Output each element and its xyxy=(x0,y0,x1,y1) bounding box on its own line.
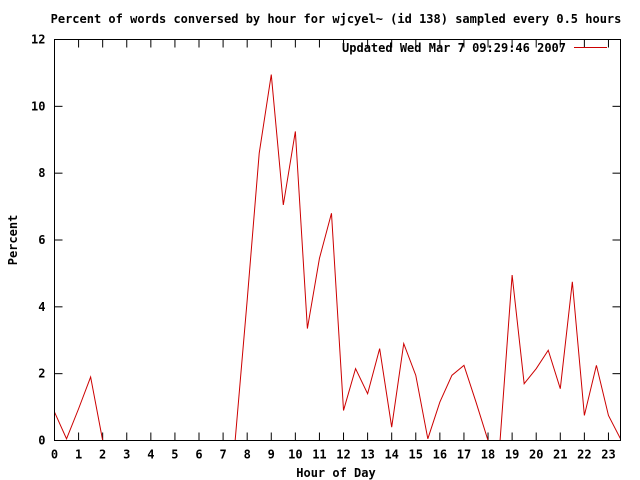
x-tick-label-6: 6 xyxy=(195,448,202,462)
y-axis-ticks: 0 2 4 6 8 10 12 xyxy=(31,33,621,448)
x-tick-label-5: 5 xyxy=(171,448,178,462)
x-tick-label-18: 18 xyxy=(481,448,495,462)
legend: Updated Wed Mar 7 09:29:46 2007 xyxy=(342,41,607,55)
y-tick-label-2: 4 xyxy=(38,300,45,314)
x-tick-label-13: 13 xyxy=(360,448,374,462)
x-tick-label-11: 11 xyxy=(312,448,326,462)
x-tick-label-23: 23 xyxy=(601,448,615,462)
x-tick-label-10: 10 xyxy=(288,448,302,462)
x-tick-label-4: 4 xyxy=(147,448,154,462)
y-axis-label: Percent xyxy=(6,215,20,266)
x-tick-label-2: 2 xyxy=(99,448,106,462)
x-tick-label-22: 22 xyxy=(577,448,591,462)
chart-title: Percent of words conversed by hour for w… xyxy=(51,12,622,26)
x-tick-label-1: 1 xyxy=(75,448,82,462)
y-tick-label-6: 12 xyxy=(31,33,45,47)
plot-frame xyxy=(54,39,621,441)
x-tick-label-14: 14 xyxy=(384,448,398,462)
series-line-0 xyxy=(54,74,621,441)
legend-label: Updated Wed Mar 7 09:29:46 2007 xyxy=(342,41,566,55)
x-axis-label: Hour of Day xyxy=(296,466,375,480)
x-tick-label-3: 3 xyxy=(123,448,130,462)
x-tick-label-19: 19 xyxy=(505,448,519,462)
x-axis-ticks: 0 1 2 3 4 5 6 7 8 9 10 11 12 13 14 15 16 17 18 19 20 21 22 23 xyxy=(51,39,616,462)
y-tick-label-5: 10 xyxy=(31,99,45,113)
x-tick-label-21: 21 xyxy=(553,448,567,462)
x-tick-label-12: 12 xyxy=(336,448,350,462)
series-layer xyxy=(54,74,621,441)
y-tick-label-4: 8 xyxy=(38,166,45,180)
y-tick-label-3: 6 xyxy=(38,233,45,247)
x-tick-label-8: 8 xyxy=(244,448,251,462)
x-tick-label-17: 17 xyxy=(457,448,471,462)
y-tick-label-1: 2 xyxy=(38,367,45,381)
x-tick-label-0: 0 xyxy=(51,448,58,462)
x-tick-label-20: 20 xyxy=(529,448,543,462)
x-tick-label-15: 15 xyxy=(409,448,423,462)
y-tick-label-0: 0 xyxy=(38,434,45,448)
x-tick-label-16: 16 xyxy=(433,448,447,462)
x-tick-label-7: 7 xyxy=(219,448,226,462)
x-tick-label-9: 9 xyxy=(268,448,275,462)
